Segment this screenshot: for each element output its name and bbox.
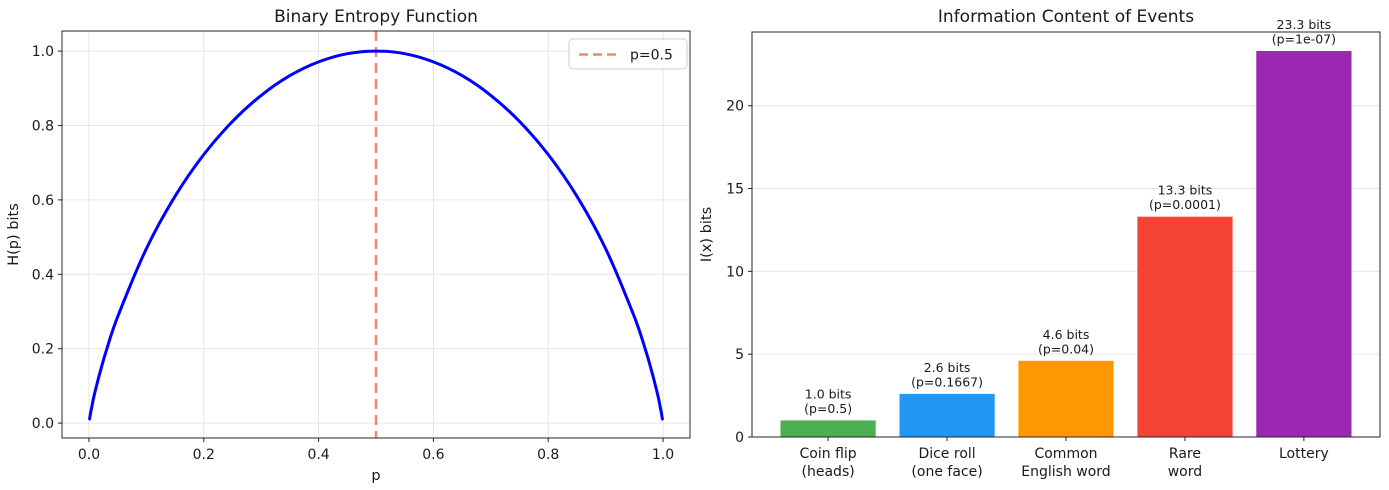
legend: p=0.5 [568, 38, 688, 70]
x-tick-label: 0.4 [307, 447, 329, 463]
bar-1 [899, 393, 995, 437]
bar-annotation-value: 4.6 bits [1043, 327, 1090, 342]
right-yaxis-label: I(x) bits [699, 207, 715, 262]
bar-3 [1137, 216, 1233, 437]
bar-annotation-value: 2.6 bits [924, 360, 971, 375]
axes-spines [61, 30, 691, 439]
y-tick-label: 0.6 [32, 193, 54, 209]
entropy-line-chart: 0.0 0.2 0.4 0.6 0.8 1.0 0.0 0.2 0.4 0.6 0.8 1.0 [32, 30, 691, 463]
left-chart-title: Binary Entropy Function [274, 7, 478, 27]
y-tick-label: 20 [726, 99, 744, 115]
x-tick-label: 0.2 [193, 447, 215, 463]
legend-entry-label: p=0.5 [630, 48, 673, 64]
left-yaxis-label: H(p) bits [6, 203, 22, 266]
category-label: (one face) [911, 464, 982, 480]
category-label: Common [1034, 446, 1097, 462]
y-tick-label: 0 [735, 430, 744, 446]
bar-annotation-value: 23.3 bits [1277, 17, 1332, 32]
bar-2 [1018, 360, 1114, 437]
legend-box [568, 38, 688, 70]
bar-4 [1256, 51, 1352, 437]
bar-annotation-probability: (p=0.5) [804, 401, 852, 416]
information-bar-chart: 1.0 bits(p=0.5) 2.6 bits(p=0.1667) 4.6 bit… [726, 17, 1381, 480]
y-tick-label: 0.2 [32, 342, 54, 358]
bar-annotation-probability: (p=0.1667) [911, 374, 983, 389]
y-tick-label: 0.4 [32, 267, 54, 283]
y-tick-label: 0.0 [32, 416, 54, 432]
bar-annotation-probability: (p=0.0001) [1149, 197, 1221, 212]
category-label: word [1168, 464, 1202, 480]
x-tick-label: 0.6 [422, 447, 444, 463]
bar-0 [780, 420, 876, 437]
bar-annotation-value: 13.3 bits [1158, 183, 1213, 198]
category-label: Rare [1169, 446, 1201, 462]
y-tick-label: 15 [726, 182, 744, 198]
y-tick-label: 10 [726, 264, 744, 280]
x-tick-label: 1.0 [652, 447, 674, 463]
y-tick-label: 0.8 [32, 118, 54, 134]
x-tick-label: 0.8 [537, 447, 559, 463]
y-tick-label: 1.0 [32, 44, 54, 60]
bar-annotation-value: 1.0 bits [805, 386, 852, 401]
y-tick-label: 5 [735, 347, 744, 363]
left-xaxis-label: p [371, 468, 380, 484]
x-tick-label: 0.0 [78, 447, 100, 463]
category-label: Coin flip [800, 446, 857, 462]
bar-annotation-probability: (p=1e-07) [1272, 32, 1336, 47]
category-label: (heads) [802, 464, 855, 480]
bar-annotation-probability: (p=0.04) [1038, 341, 1094, 356]
right-chart-title: Information Content of Events [938, 7, 1194, 27]
category-label: Dice roll [918, 446, 975, 462]
category-label: Lottery [1279, 446, 1329, 462]
category-label: English word [1021, 464, 1110, 480]
entropy-curve [88, 49, 664, 421]
